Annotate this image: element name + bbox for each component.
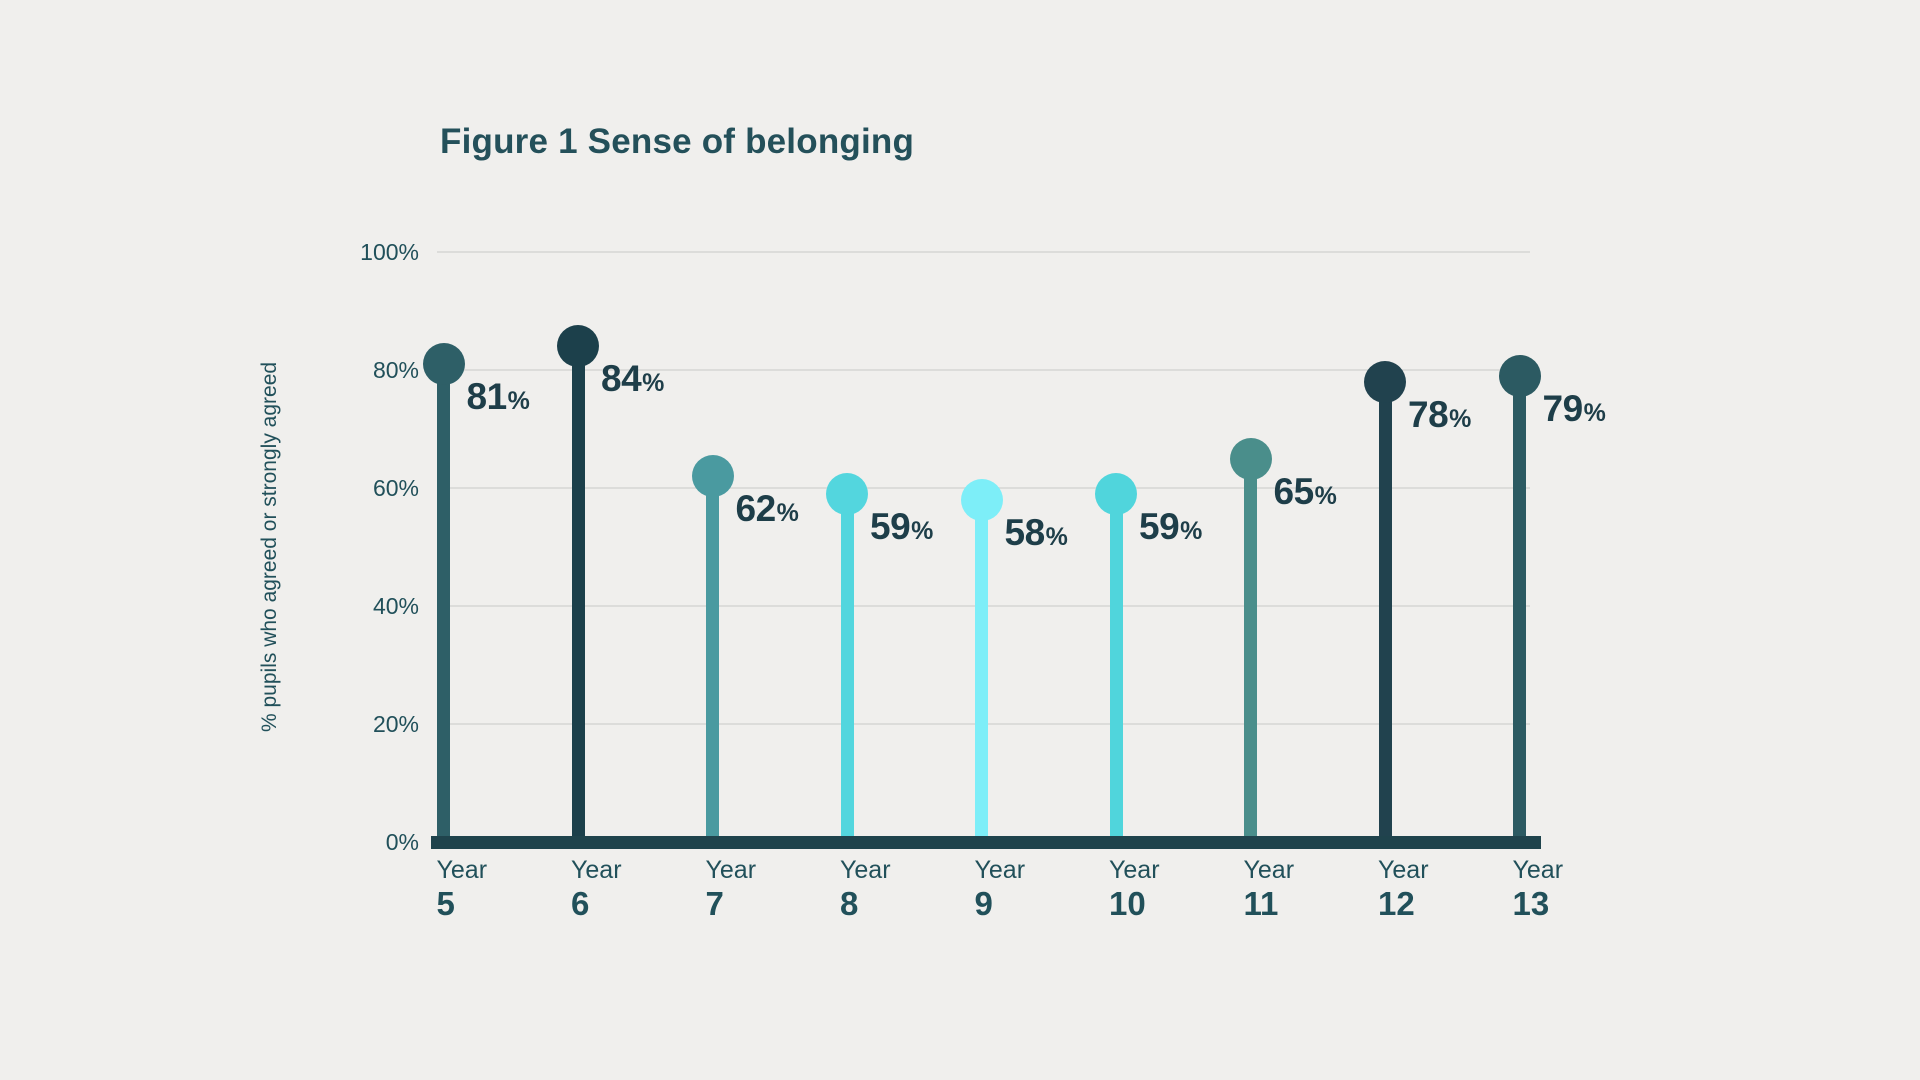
value-label: 78% [1408, 393, 1472, 435]
lollipop-head [1498, 354, 1541, 397]
value-label: 65% [1273, 470, 1337, 512]
value-label: 81% [466, 376, 530, 418]
lollipop-stem [975, 499, 988, 842]
x-axis-label: Year 8 [840, 856, 891, 922]
y-tick-label-100: 100% [360, 239, 419, 265]
lollipop-stem [1109, 493, 1123, 842]
x-axis-label: Year 6 [571, 856, 622, 922]
x-axis-label: Year 9 [974, 856, 1026, 922]
lollipop-head [826, 472, 868, 515]
lollipop-head [557, 325, 599, 368]
x-axis-label: Year 11 [1243, 856, 1295, 922]
x-axis-label: Year 5 [436, 856, 488, 922]
value-label: 62% [735, 488, 799, 530]
y-tick-label-20: 20% [372, 711, 419, 737]
value-label: 59% [870, 505, 934, 547]
lollipop-stem [1378, 381, 1392, 842]
y-axis-title: % pupils who agreed or strongly agreed [258, 361, 281, 733]
lollipop-head [1364, 360, 1406, 403]
lollipop-stem [437, 364, 450, 842]
y-tick-label-0: 0% [385, 829, 419, 855]
lollipop-head [1229, 437, 1272, 480]
x-axis-label: Year 10 [1109, 856, 1160, 922]
lollipop-head [1095, 472, 1137, 515]
value-label: 58% [1004, 511, 1068, 553]
y-tick-label-40: 40% [372, 593, 419, 619]
lollipop-head [691, 455, 734, 498]
gridline-100 [437, 251, 1530, 253]
lollipop-head [960, 478, 1003, 521]
y-tick-label-60: 60% [372, 475, 419, 501]
gridline-80 [437, 369, 1530, 371]
x-axis-label: Year 12 [1378, 856, 1429, 922]
lollipop-stem [840, 493, 854, 842]
chart-title: Figure 1 Sense of belonging [440, 122, 915, 161]
lollipop-head [422, 343, 465, 386]
value-label: 84% [601, 358, 665, 400]
y-tick-label-80: 80% [372, 357, 419, 383]
lollipop-stem [1513, 375, 1526, 842]
x-axis-line [431, 836, 1541, 849]
lollipop-stem [1244, 458, 1257, 842]
value-label: 59% [1139, 505, 1203, 547]
x-axis-label: Year 7 [705, 856, 757, 922]
lollipop-stem [706, 476, 719, 842]
plot-area: 0% 20% 40% 60% 80% 100% 81% 84% 62% 59% 58% 59% 65%… [360, 239, 1606, 922]
lollipop-stem [571, 346, 585, 842]
x-axis-label: Year 13 [1512, 856, 1564, 922]
value-label: 79% [1542, 387, 1606, 429]
